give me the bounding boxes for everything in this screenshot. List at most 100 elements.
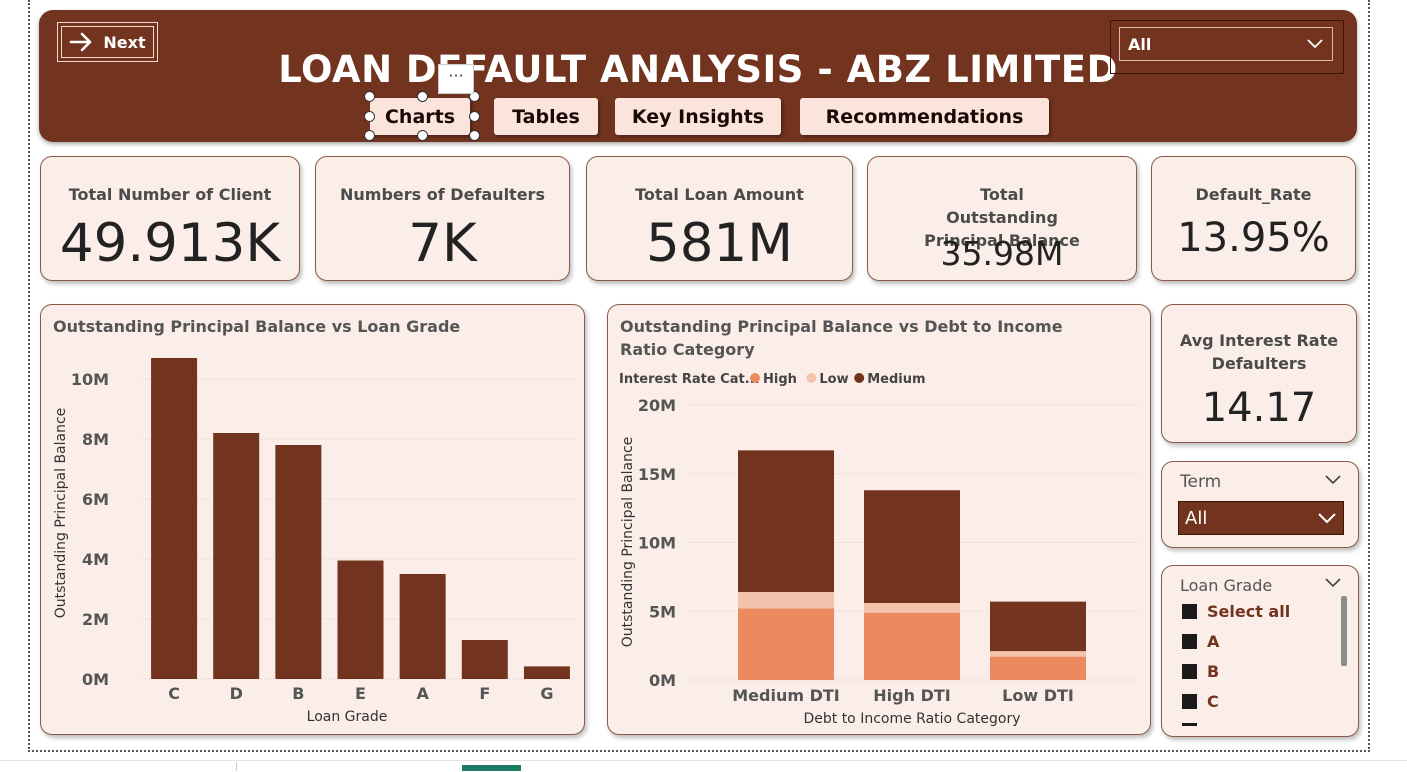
x-tick-label: A <box>416 684 429 703</box>
y-tick-label: 20M <box>638 396 676 415</box>
y-tick-label: 15M <box>638 465 676 484</box>
slicer-option-a[interactable]: A <box>1182 632 1219 651</box>
report-canvas <box>28 0 1370 752</box>
x-tick-label: D <box>230 684 243 703</box>
header-filter-value: All <box>1128 34 1152 54</box>
kpi-value: 49.913K <box>59 213 281 274</box>
legend-marker <box>806 373 817 383</box>
slicer-option-b[interactable]: B <box>1182 662 1219 681</box>
slicer-option-label: Select all <box>1207 602 1291 621</box>
x-tick-label: G <box>540 684 553 703</box>
bar <box>213 433 260 679</box>
bar-segment <box>738 450 834 592</box>
kpi-card-avg-interest: Avg Interest Rate Defaulters 14.17 <box>1161 304 1357 443</box>
checkbox-icon <box>1182 664 1197 679</box>
checkbox-icon <box>1182 634 1197 649</box>
checkbox-icon <box>1182 723 1197 726</box>
term-slicer: Term All <box>1161 461 1359 548</box>
selection-handle[interactable] <box>469 130 480 141</box>
slicer-option-c[interactable]: C <box>1182 692 1219 711</box>
nav-key-insights-button[interactable]: Key Insights <box>615 98 781 135</box>
nav-key-insights-label: Key Insights <box>631 105 765 128</box>
chart-title: Outstanding Principal Balance vs Debt to… <box>620 317 1063 359</box>
legend-marker <box>750 373 760 383</box>
y-tick-label: 8M <box>82 430 109 449</box>
chevron-down-icon <box>1318 513 1336 524</box>
y-axis-label: Outstanding Principal Balance <box>620 437 636 648</box>
chevron-down-icon[interactable] <box>1325 475 1341 485</box>
kpi-value: 7K <box>408 213 477 274</box>
header-banner: LOAN DEFAULT ANALYSIS - ABZ LIMITED Next… <box>39 10 1357 142</box>
chart-card-dti: Outstanding Principal Balance vs Debt to… <box>607 304 1151 735</box>
selection-handle[interactable] <box>469 111 480 122</box>
slicer-option-select-all[interactable]: Select all <box>1182 602 1290 621</box>
bar-segment <box>864 490 960 603</box>
y-tick-label: 0M <box>82 670 109 689</box>
term-dropdown-value: All <box>1185 507 1208 529</box>
x-axis-label: Loan Grade <box>307 709 388 725</box>
nav-recommendations-button[interactable]: Recommendations <box>800 98 1049 135</box>
kpi-card-loan-amount: Total Loan Amount 581M <box>586 156 853 281</box>
selection-handle[interactable] <box>364 91 375 102</box>
slicer-option-label: A <box>1207 632 1220 651</box>
kpi-value: 14.17 <box>1201 385 1317 431</box>
chart-title: Outstanding Principal Balance vs Loan Gr… <box>53 317 461 336</box>
kpi-label: Default_Rate <box>1195 185 1312 204</box>
y-tick-label: 2M <box>82 610 109 629</box>
legend-label: High <box>763 372 797 387</box>
kpi-card-defaulters: Numbers of Defaulters 7K <box>315 156 570 281</box>
slicer-scrollbar[interactable] <box>1341 596 1347 666</box>
selection-handle[interactable] <box>469 91 480 102</box>
y-axis-label: Outstanding Principal Balance <box>53 408 69 619</box>
bar-segment <box>990 601 1086 652</box>
kpi-card-total-clients: Total Number of Client 49.913K <box>40 156 300 281</box>
nav-tables-button[interactable]: Tables <box>494 98 598 135</box>
chart-card-loan-grade: Outstanding Principal Balance vs Loan Gr… <box>40 304 585 735</box>
kpi-value: 35.98M <box>940 234 1064 273</box>
y-tick-label: 6M <box>82 490 109 509</box>
header-filter-dropdown[interactable]: All <box>1110 20 1344 74</box>
selection-handle[interactable] <box>417 91 428 102</box>
selection-handle[interactable] <box>364 130 375 141</box>
loan-grade-slicer-title: Loan Grade <box>1180 576 1273 595</box>
bar-segment <box>738 608 834 680</box>
bar-segment <box>864 612 960 680</box>
kpi-card-default-rate: Default_Rate 13.95% <box>1151 156 1356 281</box>
bar-segment <box>990 656 1086 680</box>
y-tick-label: 10M <box>638 534 676 553</box>
nav-charts-button[interactable]: Charts <box>370 98 470 135</box>
selection-handle[interactable] <box>364 111 375 122</box>
legend-label: Medium <box>867 372 925 387</box>
kpi-label: Total Outstanding Principal Balance <box>924 185 1080 250</box>
legend-title: Interest Rate Cat... <box>619 372 760 387</box>
bar <box>461 640 508 679</box>
next-button-label: Next <box>103 32 146 52</box>
x-tick-label: High DTI <box>873 686 950 705</box>
active-page-tab[interactable] <box>462 765 521 771</box>
checkbox-icon <box>1182 604 1197 619</box>
legend-label: Low <box>819 372 848 387</box>
chevron-down-icon <box>1307 39 1323 49</box>
arrow-right-icon <box>70 32 92 52</box>
slicer-option-label: B <box>1207 662 1220 681</box>
more-options-button[interactable]: ··· <box>438 64 474 94</box>
checkbox-icon <box>1182 694 1197 709</box>
bar-segment <box>990 651 1086 657</box>
chevron-down-icon[interactable] <box>1325 578 1341 588</box>
next-button[interactable]: Next <box>57 22 158 62</box>
kpi-label: Total Loan Amount <box>635 185 804 204</box>
term-dropdown[interactable]: All <box>1178 501 1344 535</box>
bar <box>151 358 198 679</box>
x-tick-label: B <box>292 684 304 703</box>
selection-handle[interactable] <box>417 130 428 141</box>
dti-stacked-bar-chart: 0M 5M 10M 15M 20M Interest Rate Cat... High Low… <box>619 372 1140 727</box>
kpi-card-outstanding-balance: Total Outstanding Principal Balance 35.9… <box>867 156 1137 281</box>
kpi-label: Numbers of Defaulters <box>340 185 545 204</box>
bar-segment <box>864 603 960 613</box>
bar <box>275 445 322 679</box>
y-tick-label: 4M <box>82 550 109 569</box>
page-tab-strip <box>0 760 1407 772</box>
bar <box>337 560 384 679</box>
x-tick-label: Low DTI <box>1002 686 1074 705</box>
term-slicer-title: Term <box>1180 472 1222 492</box>
